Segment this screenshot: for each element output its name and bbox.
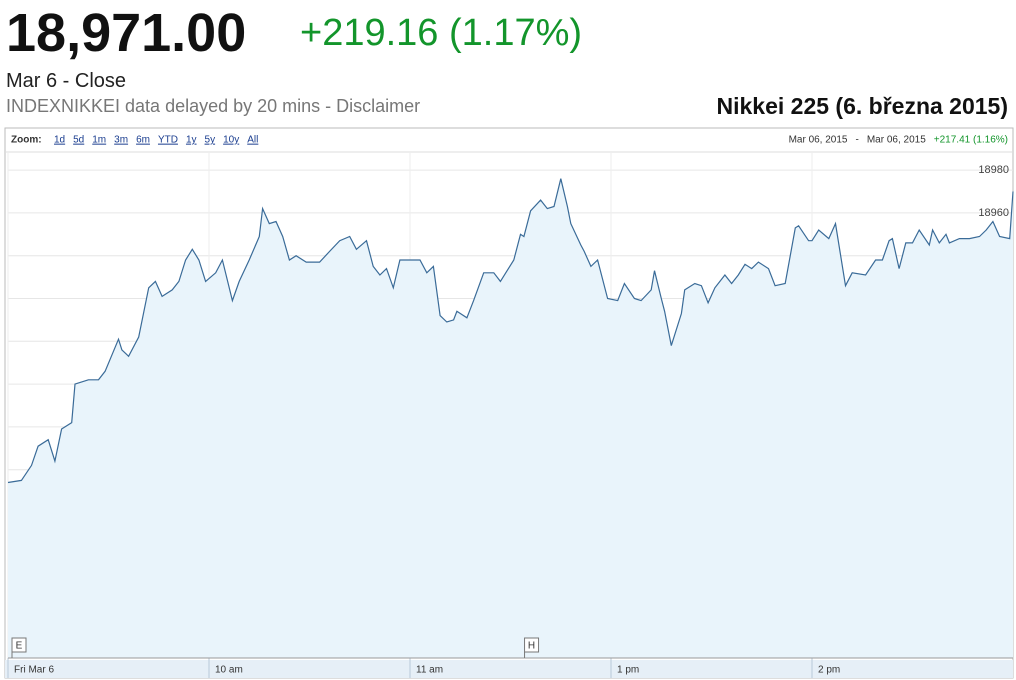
price: 18,971.00 xyxy=(6,3,247,63)
price-line xyxy=(7,178,1014,484)
chart-label: Nikkei 225 (6. března 2015) xyxy=(716,93,1009,119)
zoom-link[interactable]: 5d xyxy=(73,135,84,146)
x-tick-label: Fri Mar 6 xyxy=(14,665,54,676)
zoom-link[interactable]: 3m xyxy=(114,135,128,146)
marker-label: H xyxy=(528,641,535,652)
date-to: Mar 06, 2015 xyxy=(867,135,926,146)
date-from: Mar 06, 2015 xyxy=(789,135,848,146)
y-tick-label: 18980 xyxy=(978,164,1009,176)
x-tick-label: 11 am xyxy=(416,665,443,676)
area-fill xyxy=(8,178,1013,658)
zoom-link[interactable]: YTD xyxy=(158,135,178,146)
date-separator: - xyxy=(856,135,859,146)
y-tick-label: 18960 xyxy=(978,207,1009,219)
zoom-link[interactable]: 1m xyxy=(92,135,106,146)
marker-flag[interactable] xyxy=(11,637,27,653)
marker-flag[interactable] xyxy=(524,637,540,653)
x-tick-label: 1 pm xyxy=(617,665,639,676)
zoom-link[interactable]: 1d xyxy=(54,135,65,146)
zoom-link[interactable]: All xyxy=(247,135,258,146)
range-change: +217.41 (1.16%) xyxy=(934,135,1008,146)
zoom-link[interactable]: 6m xyxy=(136,135,150,146)
close-label: Mar 6 - Close xyxy=(6,70,127,92)
marker-label: E xyxy=(16,641,23,652)
zoom-link[interactable]: 10y xyxy=(223,135,239,146)
x-tick-label: 10 am xyxy=(215,665,243,676)
zoom-link[interactable]: 1y xyxy=(186,135,197,146)
zoom-link[interactable]: 5y xyxy=(205,135,216,146)
zoom-label: Zoom: xyxy=(11,135,42,146)
price-change: +219.16 (1.17%) xyxy=(300,12,583,54)
disclaimer: INDEXNIKKEI data delayed by 20 mins - Di… xyxy=(6,96,421,116)
x-axis-band xyxy=(5,660,1013,678)
x-tick-label: 2 pm xyxy=(818,665,840,676)
